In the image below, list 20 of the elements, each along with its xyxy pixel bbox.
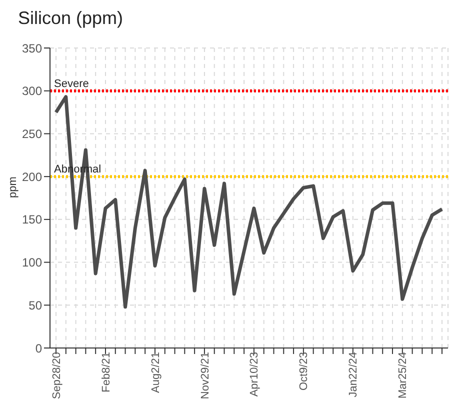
- y-tick-label: 250: [22, 126, 42, 141]
- ref-line-label: Severe: [54, 78, 89, 90]
- y-tick-label: 100: [22, 256, 42, 270]
- y-tick-label: 300: [22, 84, 42, 98]
- x-tick-label: Jan22/24: [348, 352, 360, 398]
- y-tick-label: 200: [22, 170, 42, 184]
- y-tick-label: 150: [22, 212, 42, 227]
- y-tick-label: 350: [22, 41, 42, 56]
- x-tick-label: Nov29/21: [199, 352, 212, 400]
- x-tick-label: Apr10/23: [248, 352, 261, 397]
- x-tick-label: Aug2/21: [150, 352, 162, 393]
- line-series: [54, 95, 444, 309]
- x-tick-label: Oct9/23: [298, 352, 310, 391]
- x-tick-label: Mar25/24: [397, 352, 410, 398]
- x-tick-label: Sep28/20: [50, 352, 63, 400]
- y-axis-title: ppm: [6, 176, 19, 198]
- chart-title: Silicon (ppm): [17, 8, 124, 30]
- x-tick-label: Feb8/21: [100, 352, 112, 392]
- y-tick-label: 50: [28, 298, 42, 312]
- y-tick-label: 0: [35, 341, 42, 356]
